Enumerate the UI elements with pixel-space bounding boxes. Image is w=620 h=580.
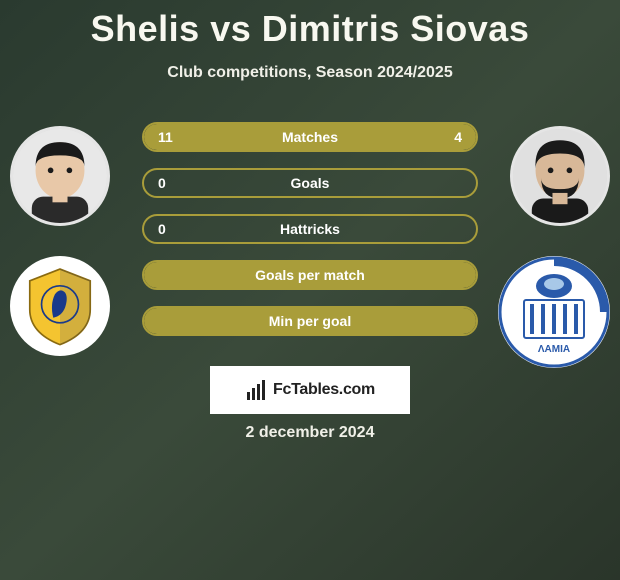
stat-label: Hattricks	[280, 221, 340, 237]
player-right-face-icon	[513, 129, 607, 223]
subtitle: Club competitions, Season 2024/2025	[0, 64, 620, 82]
stat-bar: Min per goal	[142, 306, 478, 336]
club-left-crest-icon	[18, 264, 102, 348]
stat-label: Goals	[291, 175, 330, 191]
stat-bar: 0 Goals	[142, 168, 478, 198]
stat-value-left: 11	[158, 129, 173, 145]
stat-bar: 0 Hattricks	[142, 214, 478, 244]
stat-bar: Goals per match	[142, 260, 478, 290]
page-title: Shelis vs Dimitris Siovas	[0, 0, 620, 50]
branding-text: FcTables.com	[273, 381, 375, 399]
club-right-crest-icon: ΛΑΜΙΑ	[498, 256, 610, 368]
player-left-face-icon	[13, 129, 107, 223]
stat-bars: 11 4 Matches 0 Goals 0 Hattricks Goals per matc…	[142, 122, 478, 352]
stat-value-left: 0	[158, 221, 166, 237]
stat-label: Matches	[282, 129, 338, 145]
date-text: 2 december 2024	[0, 424, 620, 442]
stat-value-left: 0	[158, 175, 166, 191]
branding-badge: FcTables.com	[210, 366, 410, 414]
club-left-crest	[10, 256, 110, 356]
club-right-crest: ΛΑΜΙΑ	[498, 256, 610, 368]
stat-label: Min per goal	[269, 313, 351, 329]
player-right-avatar	[510, 126, 610, 226]
stat-value-right: 4	[454, 129, 462, 145]
branding-logo-icon	[245, 378, 269, 402]
comparison-card: { "title": "Shelis vs Dimitris Siovas", …	[0, 0, 620, 580]
stat-label: Goals per match	[255, 267, 365, 283]
player-left-avatar	[10, 126, 110, 226]
stat-bar-fill-left	[144, 124, 386, 150]
stat-bar: 11 4 Matches	[142, 122, 478, 152]
svg-text:ΛΑΜΙΑ: ΛΑΜΙΑ	[538, 344, 570, 355]
stat-bar-fill-right	[386, 124, 476, 150]
